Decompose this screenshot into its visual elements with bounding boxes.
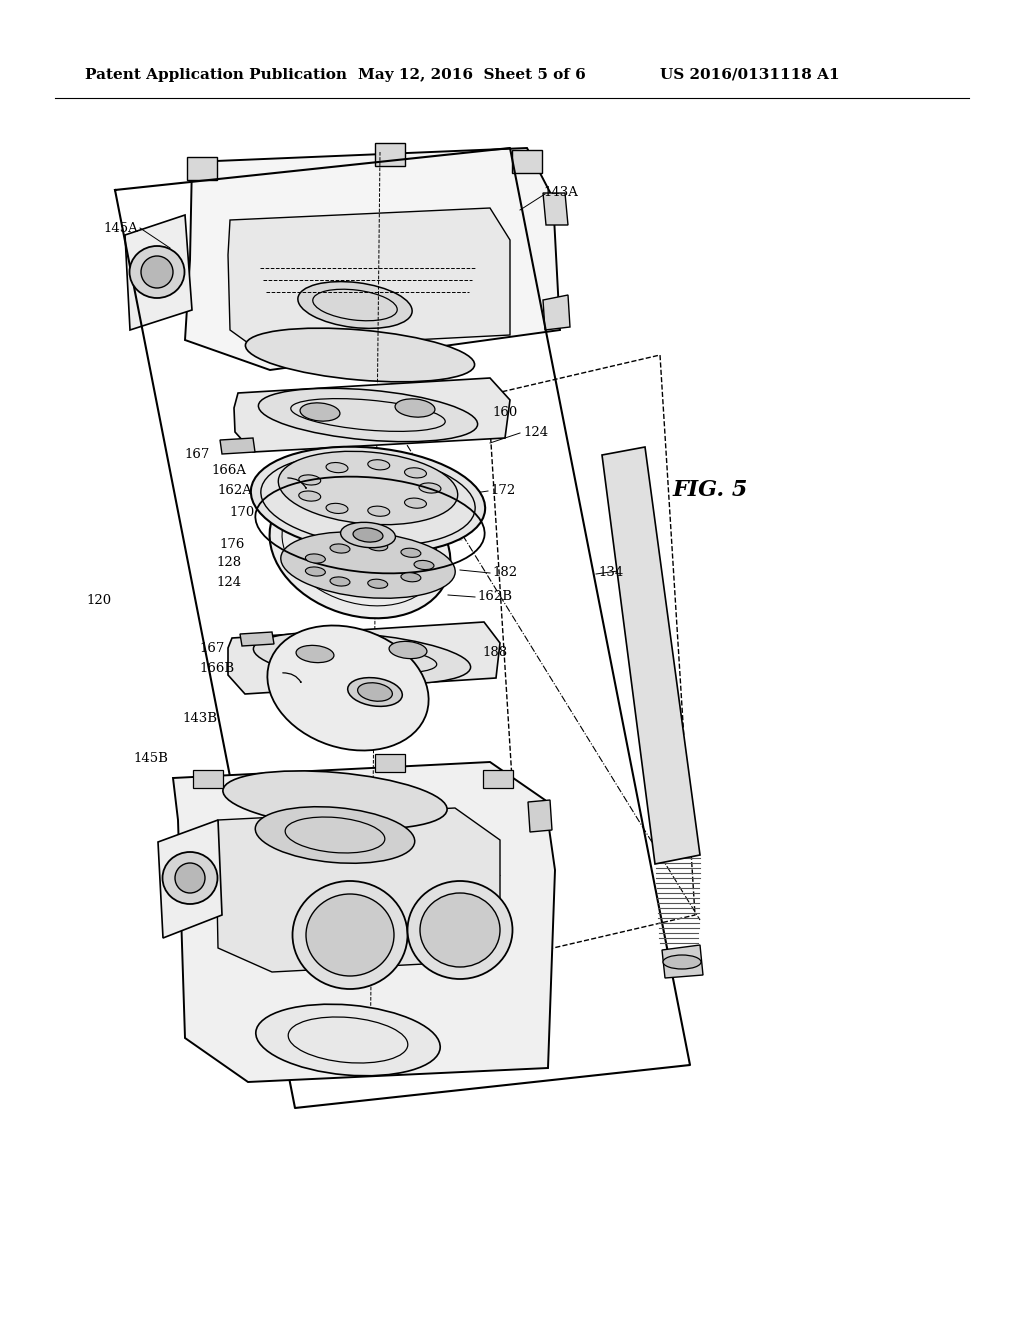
Ellipse shape (281, 532, 456, 598)
Text: 143A: 143A (543, 186, 578, 198)
Text: 167: 167 (184, 449, 210, 462)
Polygon shape (543, 294, 570, 330)
Polygon shape (173, 762, 555, 1082)
Ellipse shape (258, 388, 477, 442)
Text: 172: 172 (490, 483, 515, 496)
Text: US 2016/0131118 A1: US 2016/0131118 A1 (660, 69, 840, 82)
Ellipse shape (341, 523, 395, 548)
Ellipse shape (326, 462, 348, 473)
Polygon shape (602, 447, 700, 865)
Polygon shape (528, 800, 552, 832)
Text: 120: 120 (87, 594, 112, 606)
Text: 166B: 166B (200, 661, 234, 675)
Ellipse shape (404, 467, 426, 478)
Ellipse shape (141, 256, 173, 288)
Text: FIG. 5: FIG. 5 (673, 479, 748, 502)
Polygon shape (193, 770, 223, 788)
Polygon shape (220, 438, 255, 454)
Polygon shape (483, 770, 513, 788)
Ellipse shape (269, 478, 451, 618)
Polygon shape (228, 622, 500, 694)
Ellipse shape (401, 573, 421, 582)
Polygon shape (662, 945, 703, 978)
Ellipse shape (330, 544, 350, 553)
Ellipse shape (300, 403, 340, 421)
Text: 160: 160 (492, 407, 517, 420)
Ellipse shape (253, 632, 471, 684)
Polygon shape (234, 378, 510, 451)
Ellipse shape (419, 483, 441, 494)
Ellipse shape (251, 446, 485, 553)
Text: 124: 124 (523, 425, 548, 438)
Text: 182: 182 (492, 565, 517, 578)
Ellipse shape (267, 626, 429, 751)
Polygon shape (228, 209, 510, 348)
Ellipse shape (296, 645, 334, 663)
Ellipse shape (279, 451, 458, 525)
Polygon shape (375, 754, 406, 772)
FancyArrowPatch shape (288, 478, 306, 488)
Polygon shape (240, 632, 274, 645)
Text: 176: 176 (219, 539, 245, 552)
Ellipse shape (357, 682, 392, 701)
Polygon shape (125, 215, 193, 330)
Text: May 12, 2016  Sheet 5 of 6: May 12, 2016 Sheet 5 of 6 (358, 69, 586, 82)
Text: 143B: 143B (182, 711, 217, 725)
Text: Patent Application Publication: Patent Application Publication (85, 69, 347, 82)
Ellipse shape (129, 246, 184, 298)
Ellipse shape (306, 894, 394, 975)
Ellipse shape (299, 475, 321, 484)
Ellipse shape (353, 528, 383, 543)
Ellipse shape (163, 851, 217, 904)
Ellipse shape (368, 459, 390, 470)
Polygon shape (375, 143, 406, 166)
Ellipse shape (408, 880, 512, 979)
Ellipse shape (368, 506, 390, 516)
Polygon shape (158, 820, 222, 939)
FancyArrowPatch shape (283, 673, 301, 682)
Ellipse shape (348, 677, 402, 706)
Text: A: A (490, 866, 500, 879)
Ellipse shape (404, 498, 426, 508)
Ellipse shape (330, 577, 350, 586)
Polygon shape (216, 808, 500, 972)
Polygon shape (187, 157, 217, 180)
Text: 145B: 145B (133, 751, 168, 764)
Text: 128: 128 (217, 556, 242, 569)
Ellipse shape (414, 561, 434, 569)
Ellipse shape (663, 954, 701, 969)
Text: 170: 170 (229, 506, 255, 519)
Text: 166A: 166A (211, 463, 246, 477)
Ellipse shape (298, 281, 412, 329)
Ellipse shape (175, 863, 205, 894)
Ellipse shape (255, 807, 415, 863)
Ellipse shape (368, 579, 388, 589)
Ellipse shape (326, 503, 348, 513)
Ellipse shape (305, 554, 326, 564)
Text: 162A: 162A (217, 483, 252, 496)
Text: 167: 167 (200, 642, 225, 655)
Ellipse shape (299, 491, 321, 502)
Ellipse shape (368, 541, 388, 550)
Ellipse shape (293, 880, 408, 989)
Text: 188: 188 (482, 645, 507, 659)
Ellipse shape (246, 329, 474, 381)
Ellipse shape (256, 1005, 440, 1076)
Ellipse shape (401, 548, 421, 557)
Text: 134: 134 (598, 566, 624, 579)
Ellipse shape (420, 894, 500, 968)
Text: 124: 124 (217, 576, 242, 589)
Polygon shape (543, 193, 568, 224)
Polygon shape (185, 148, 560, 370)
Ellipse shape (223, 771, 447, 829)
Polygon shape (512, 150, 542, 173)
Text: 162B: 162B (477, 590, 512, 602)
Ellipse shape (389, 642, 427, 659)
Ellipse shape (395, 399, 435, 417)
Text: 145A: 145A (103, 222, 138, 235)
Ellipse shape (305, 568, 326, 576)
